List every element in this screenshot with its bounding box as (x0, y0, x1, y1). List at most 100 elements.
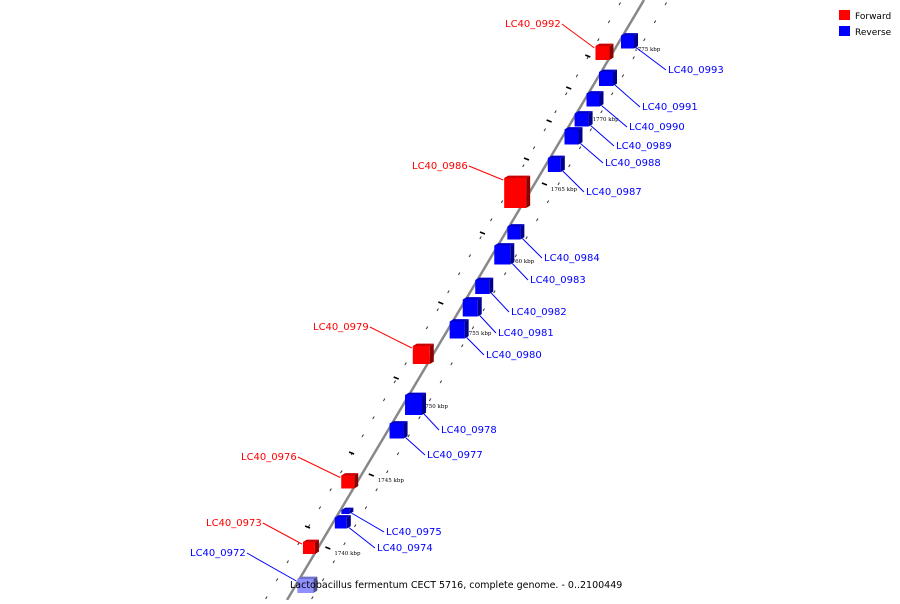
gene-front-face (341, 510, 350, 514)
label-connectors (246, 23, 667, 582)
gene-label-LC40_0979[interactable]: LC40_0979 (313, 322, 369, 333)
gene-LC40_0972[interactable] (297, 576, 318, 593)
gene-label-LC40_0972[interactable]: LC40_0972 (190, 548, 246, 559)
gene-label-LC40_0978[interactable]: LC40_0978 (441, 425, 497, 436)
guide-dot (500, 200, 504, 204)
gene-label-LC40_0984[interactable]: LC40_0984 (544, 253, 600, 264)
gene-label-LC40_0973[interactable]: LC40_0973 (206, 518, 262, 529)
gene-LC40_0988[interactable] (564, 127, 583, 145)
guide-dot (461, 344, 464, 348)
gene-LC40_0979[interactable] (412, 343, 434, 364)
major-dash (546, 119, 552, 123)
gene-LC40_0993[interactable] (621, 33, 639, 49)
gene-side-face (422, 392, 427, 415)
gene-top-face (598, 69, 617, 72)
guide-dot (393, 380, 397, 384)
gene-front-face (547, 158, 561, 172)
guide-dot (364, 506, 368, 510)
gene-label-LC40_0988[interactable]: LC40_0988 (605, 158, 661, 169)
gene-label-LC40_0980[interactable]: LC40_0980 (486, 350, 542, 361)
gene-label-LC40_0983[interactable]: LC40_0983 (530, 275, 586, 286)
gene-LC40_0991[interactable] (598, 69, 617, 86)
gene-LC40_0984[interactable] (507, 224, 525, 240)
gene-LC40_0976[interactable] (341, 473, 359, 489)
gene-side-face (609, 43, 614, 60)
gene-LC40_0974[interactable] (334, 515, 351, 529)
guide-dot (404, 362, 407, 366)
guide-dot (439, 380, 443, 384)
gene-label-LC40_0976[interactable]: LC40_0976 (241, 452, 297, 463)
guide-dot (471, 326, 475, 330)
gene-LC40_0983[interactable] (494, 243, 515, 265)
gene-LC40_0986[interactable] (504, 175, 531, 208)
legend-forward-swatch (839, 10, 850, 20)
guide-dot (407, 434, 410, 438)
gene-label-LC40_0975[interactable]: LC40_0975 (386, 527, 442, 538)
gene-label-LC40_0993[interactable]: LC40_0993 (668, 65, 724, 76)
gene-side-face (477, 297, 482, 317)
guide-dot (450, 362, 453, 366)
gene-top-face (507, 224, 525, 227)
guide-dot (321, 578, 325, 582)
label-connector (262, 522, 303, 545)
guide-dot (386, 470, 389, 474)
guide-dot (664, 2, 667, 6)
gene-LC40_0990[interactable] (586, 91, 604, 107)
label-connector (590, 125, 615, 147)
guide-dot (522, 164, 525, 168)
gene-LC40_0989[interactable] (574, 111, 593, 127)
gene-LC40_0981[interactable] (462, 297, 482, 317)
gene-label-LC40_0989[interactable]: LC40_0989 (616, 141, 672, 152)
gene-label-LC40_0987[interactable]: LC40_0987 (586, 187, 642, 198)
major-dash (523, 157, 530, 161)
gene-LC40_0978[interactable] (405, 392, 427, 415)
gene-LC40_0992[interactable] (595, 43, 614, 60)
guide-dot (543, 128, 546, 132)
guide-dot (343, 542, 346, 546)
gene-front-face (297, 579, 314, 593)
gene-LC40_0977[interactable] (389, 421, 408, 439)
gene-LC40_0973[interactable] (302, 539, 319, 554)
gene-label-LC40_0974[interactable]: LC40_0974 (377, 543, 433, 554)
gene-front-face (334, 517, 347, 529)
gene-LC40_0982[interactable] (475, 277, 494, 294)
label-connector (511, 263, 529, 281)
guide-dot (597, 38, 600, 42)
guide-dot (578, 146, 582, 150)
gene-LC40_0987[interactable] (547, 155, 565, 172)
gene-top-face (341, 473, 359, 476)
gene-label-LC40_0992[interactable]: LC40_0992 (505, 19, 561, 30)
gene-side-face (464, 319, 469, 339)
scale-tick-label: 1740 kbp (334, 551, 361, 557)
gene-label-LC40_0990[interactable]: LC40_0990 (629, 122, 685, 133)
gene-side-face (560, 155, 565, 172)
scale-ticks: 1740 kbp 1745 kbp 1750 kbp 1755 kbp 1760 kbp… (325, 42, 661, 557)
gene-label-LC40_0977[interactable]: LC40_0977 (427, 450, 483, 461)
guide-dot (479, 236, 482, 240)
guide-dot (503, 272, 507, 276)
label-connector (479, 315, 497, 334)
gene-top-face (341, 507, 354, 510)
gene-label-LC40_0982[interactable]: LC40_0982 (511, 307, 567, 318)
guide-dot (643, 38, 646, 42)
gene-label-LC40_0981[interactable]: LC40_0981 (498, 328, 554, 339)
gene-label-LC40_0986[interactable]: LC40_0986 (412, 161, 468, 172)
gene-front-face (449, 321, 465, 339)
gene-LC40_0980[interactable] (449, 319, 469, 339)
gene-top-face (547, 155, 565, 158)
scale-tick-label: 1755 kbp (465, 331, 492, 337)
gene-top-face (586, 91, 604, 94)
gene-front-face (504, 178, 527, 208)
gene-LC40_0975[interactable] (341, 507, 354, 514)
gene-front-face (462, 299, 478, 317)
legend: Forward Reverse (839, 10, 892, 38)
gene-label-LC40_0991[interactable]: LC40_0991 (642, 102, 698, 113)
guide-dot (311, 596, 314, 600)
label-connector (369, 326, 412, 349)
major-dash (584, 54, 591, 58)
gene-top-face (405, 392, 427, 395)
guide-dot (286, 560, 289, 564)
gene-side-face (588, 111, 593, 127)
guide-dot (425, 326, 429, 330)
